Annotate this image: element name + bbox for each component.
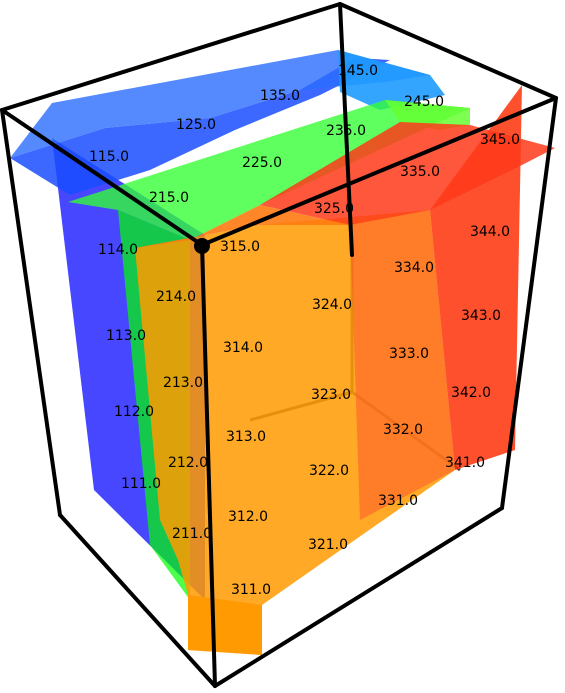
corner-marker: [194, 238, 210, 254]
cell-label-345: 345.0: [480, 132, 520, 148]
cell-label-214: 214.0: [156, 289, 196, 305]
cell-label-344: 344.0: [470, 224, 510, 240]
cell-label-212: 212.0: [168, 455, 208, 471]
cell-label-112: 112.0: [114, 404, 154, 420]
orange-deep-strip: [188, 595, 262, 655]
cell-label-145: 145.0: [338, 63, 378, 79]
cell-label-331: 331.0: [378, 493, 418, 509]
box-edge-left-vertical: [0, 108, 62, 517]
red-mid-slab: [350, 210, 455, 520]
cell-label-213: 213.0: [163, 375, 203, 391]
cell-label-312: 312.0: [228, 509, 268, 525]
cell-label-113: 113.0: [106, 328, 146, 344]
cell-label-125: 125.0: [176, 117, 216, 133]
box-edge-bottom-right: [213, 506, 504, 688]
green-top-slab: [68, 100, 470, 240]
sky-top-slab-right: [338, 50, 445, 110]
box-edge-front-vertical: [200, 243, 217, 688]
box-edge-back-top-vertical: [338, 2, 354, 257]
cell-label-334: 334.0: [394, 260, 434, 276]
cell-label-343: 343.0: [461, 308, 501, 324]
cell-label-211: 211.0: [172, 526, 212, 542]
cell-label-335: 335.0: [400, 164, 440, 180]
cell-labels: 111.0 112.0 113.0 114.0 115.0 125.0 135.…: [89, 63, 520, 598]
cell-label-333: 333.0: [389, 346, 429, 362]
cell-label-215: 215.0: [149, 190, 189, 206]
cell-label-315: 315.0: [220, 239, 260, 255]
red-top-slab: [260, 122, 555, 225]
cell-label-235: 235.0: [326, 123, 366, 139]
cell-label-114: 114.0: [98, 242, 138, 258]
cell-label-332: 332.0: [383, 422, 423, 438]
cell-label-322: 322.0: [309, 463, 349, 479]
sky-top-slab: [10, 50, 430, 158]
cell-label-135: 135.0: [260, 88, 300, 104]
cell-label-311: 311.0: [231, 582, 271, 598]
cell-label-314: 314.0: [223, 340, 263, 356]
cell-label-341: 341.0: [445, 455, 485, 471]
cell-label-324: 324.0: [312, 297, 352, 313]
cell-label-115: 115.0: [89, 149, 129, 165]
cell-label-321: 321.0: [308, 537, 348, 553]
cell-label-111: 111.0: [121, 476, 161, 492]
box-edge-right-vertical: [500, 96, 558, 510]
cell-label-325: 325.0: [314, 201, 354, 217]
cell-label-342: 342.0: [451, 385, 491, 401]
cell-label-225: 225.0: [242, 155, 282, 171]
box-front-edges: [0, 2, 558, 688]
blue-top-slab: [10, 58, 390, 195]
cell-label-245: 245.0: [404, 94, 444, 110]
cell-label-323: 323.0: [311, 387, 351, 403]
box-edge-bottom-left: [58, 513, 217, 688]
cell-label-313: 313.0: [226, 429, 266, 445]
